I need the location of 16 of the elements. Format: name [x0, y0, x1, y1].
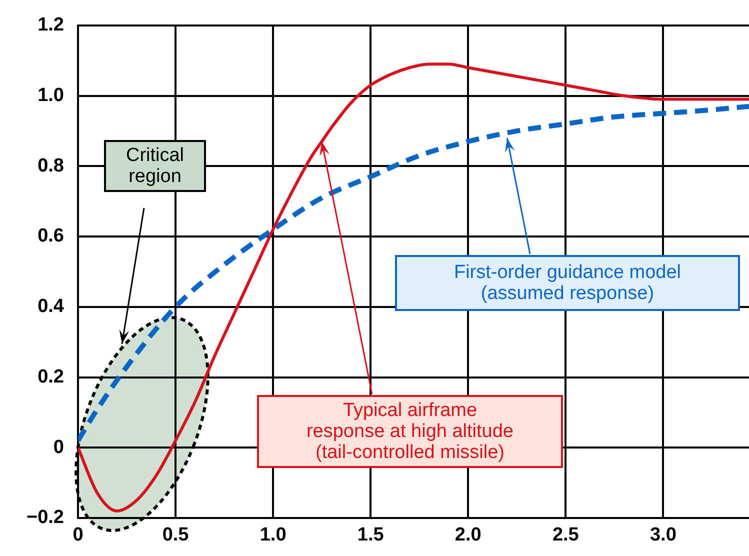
y-tick-label: 1.0	[38, 85, 64, 106]
y-tick-label: 0	[53, 436, 64, 458]
y-tick-label: 0.6	[38, 226, 64, 247]
x-tick-label: 1.0	[260, 524, 286, 546]
y-tick-label: 0.2	[38, 366, 64, 388]
y-tick-label: 1.2	[38, 14, 64, 36]
x-tick-label: 3.0	[650, 524, 676, 546]
line-series	[78, 62, 749, 512]
y-tick-label: 0.8	[38, 155, 64, 176]
x-tick-label: 2.5	[552, 524, 580, 546]
y-tick-label: 0.4	[38, 296, 64, 318]
x-tick-label: 2.0	[454, 524, 482, 546]
x-tick-label: 1.5	[357, 524, 384, 546]
y-tick-label: −0.2	[26, 507, 64, 528]
x-tick-label: 0	[72, 524, 84, 546]
x-tick-label: 0.5	[162, 524, 190, 546]
